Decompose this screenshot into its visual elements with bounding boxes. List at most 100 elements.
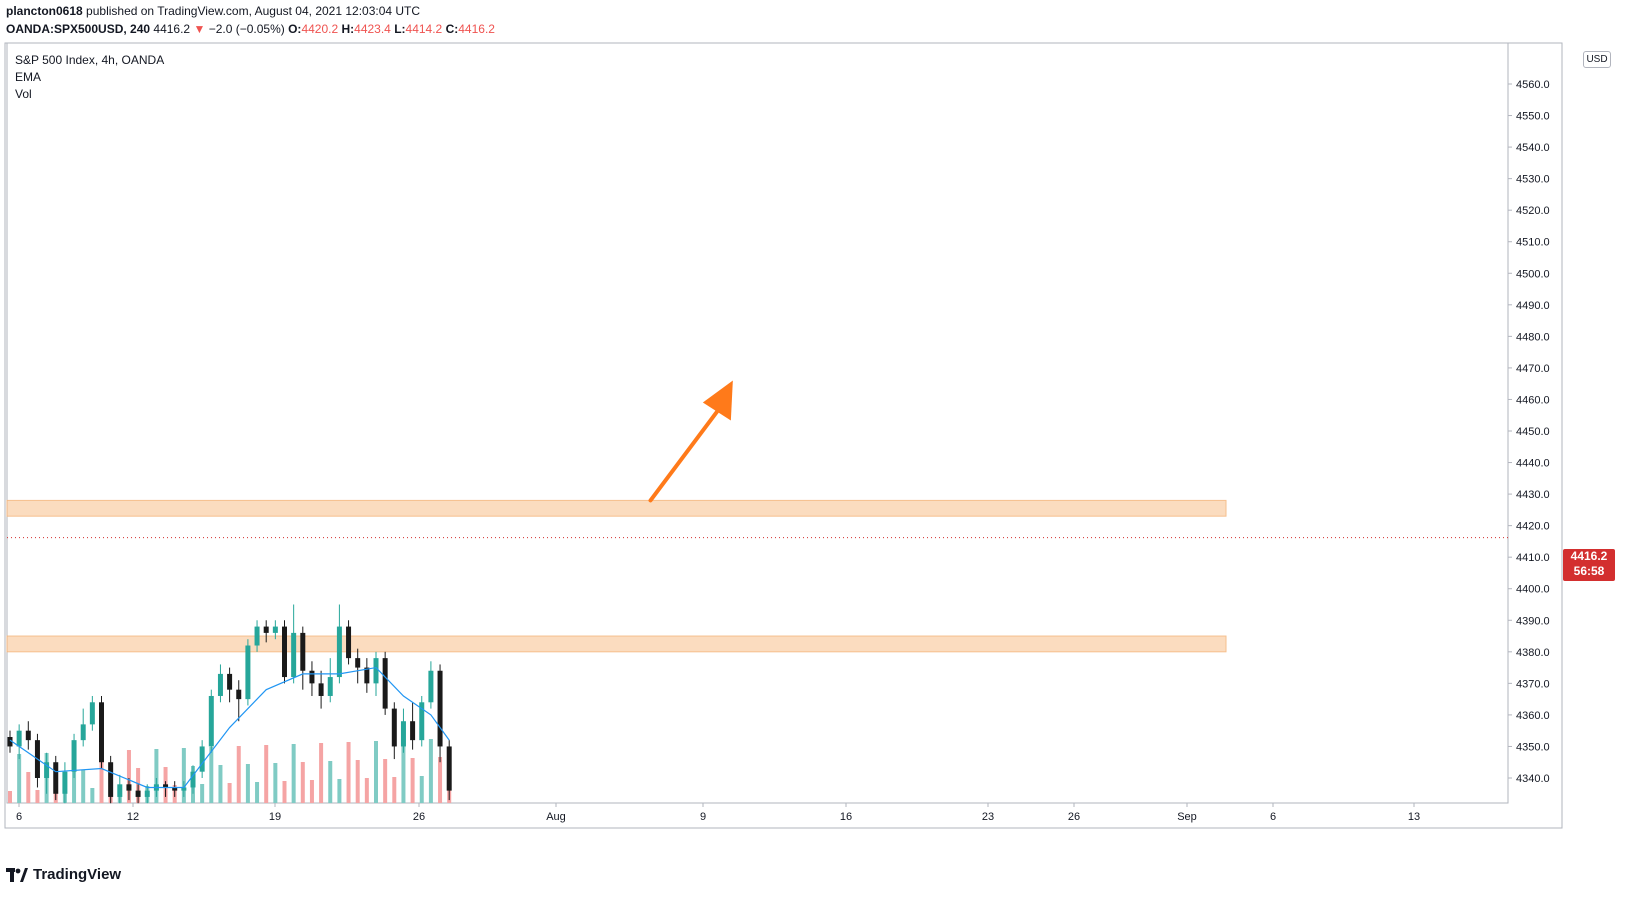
ema-line — [9, 666, 450, 789]
volume-bar — [81, 770, 86, 803]
y-tick-label: 4530.0 — [1516, 174, 1550, 186]
volume-bar — [17, 754, 22, 803]
resistance-zone[interactable] — [6, 635, 1227, 653]
candle-body — [446, 746, 452, 791]
candle-body — [346, 626, 352, 659]
price-change: −2.0 (−0.05%) — [208, 22, 285, 36]
candle-body — [263, 626, 269, 633]
current-price-label: 4416.2 — [1570, 549, 1608, 563]
candle-body — [217, 673, 223, 696]
volume-bar — [309, 780, 314, 803]
x-tick-label: 9 — [700, 811, 706, 823]
x-tick-label: 6 — [16, 811, 22, 823]
volume-bar — [245, 764, 250, 803]
volume-bar — [346, 742, 351, 803]
candle-body — [172, 787, 178, 791]
y-tick-label: 4560.0 — [1516, 79, 1550, 91]
vol-legend[interactable]: Vol — [15, 87, 32, 101]
y-tick-label: 4410.0 — [1516, 552, 1550, 564]
y-tick-label: 4340.0 — [1516, 773, 1550, 785]
candle-body — [126, 784, 132, 791]
y-tick-label: 4380.0 — [1516, 647, 1550, 659]
candle-body — [190, 771, 196, 788]
projection-arrow-shaft — [648, 404, 723, 503]
plot-frame — [6, 42, 1509, 804]
x-tick-label: Sep — [1177, 811, 1197, 823]
last-price: 4416.2 — [153, 22, 191, 36]
y-tick-label: 4490.0 — [1516, 300, 1550, 312]
y-tick-label: 4510.0 — [1516, 237, 1550, 249]
x-tick-label: 16 — [840, 811, 852, 823]
currency-button[interactable]: USD — [1583, 51, 1611, 68]
candle-body — [16, 730, 22, 747]
volume-bar — [401, 740, 406, 803]
candle-body — [199, 746, 205, 772]
volume-bar — [35, 790, 40, 803]
high-value: 4423.4 — [354, 22, 391, 36]
published-text: published on TradingView.com, August 04,… — [86, 4, 421, 18]
volume-bar — [209, 747, 214, 803]
candle-body — [71, 740, 77, 772]
candle-body — [62, 771, 68, 794]
volume-bar — [319, 743, 324, 803]
volume-bar — [236, 746, 241, 803]
brand-name: TradingView — [33, 866, 122, 883]
candle-body — [245, 645, 251, 700]
ema-legend[interactable]: EMA — [15, 70, 42, 84]
candle-body — [80, 724, 86, 741]
resistance-zone[interactable] — [6, 499, 1227, 517]
current-price-badge: 4416.2 56:58 — [1563, 549, 1615, 581]
candle-body — [300, 632, 306, 671]
volume-bar — [227, 783, 232, 803]
volume-bar — [8, 791, 12, 803]
volume-bar — [364, 778, 369, 803]
candle-body — [382, 658, 388, 709]
candle-body — [135, 790, 141, 797]
candle-body — [144, 790, 150, 797]
author-name[interactable]: plancton0618 — [6, 4, 83, 18]
y-tick-label: 4430.0 — [1516, 489, 1550, 501]
y-tick-label: 4360.0 — [1516, 710, 1550, 722]
candle-body — [117, 784, 123, 797]
x-tick-label: 19 — [269, 811, 281, 823]
candle-body — [99, 702, 104, 763]
candle-body — [236, 689, 242, 700]
tradingview-logo-icon — [6, 867, 28, 882]
high-label: H: — [341, 22, 355, 36]
candle-body — [254, 626, 260, 646]
x-tick-label: 6 — [1270, 811, 1276, 823]
candle-body — [437, 670, 443, 747]
down-arrow-icon: ▼ — [193, 22, 206, 36]
volume-bar — [26, 772, 31, 803]
candle-body — [355, 658, 361, 668]
candle-body — [44, 762, 50, 778]
publish-line: plancton0618 published on TradingView.co… — [6, 4, 420, 19]
candle-body — [410, 721, 416, 741]
y-tick-label: 4520.0 — [1516, 205, 1550, 217]
volume-bar — [218, 765, 223, 803]
volume-bar — [328, 761, 333, 803]
open-label: O: — [288, 22, 302, 36]
y-tick-label: 4400.0 — [1516, 584, 1550, 596]
volume-bar — [410, 758, 415, 803]
close-value: 4416.2 — [458, 22, 495, 36]
y-tick-label: 4370.0 — [1516, 678, 1550, 690]
candle-body — [108, 762, 114, 797]
volume-bar — [200, 784, 205, 803]
candle-body — [318, 683, 324, 696]
candle-body — [89, 702, 95, 725]
y-tick-label: 4450.0 — [1516, 426, 1550, 438]
y-tick-label: 4420.0 — [1516, 521, 1550, 533]
y-tick-label: 4500.0 — [1516, 268, 1550, 280]
chart-title: S&P 500 Index, 4h, OANDA — [15, 53, 165, 67]
x-tick-label: Aug — [546, 811, 566, 823]
y-tick-label: 4460.0 — [1516, 394, 1550, 406]
volume-bar — [126, 750, 131, 803]
y-tick-label: 4470.0 — [1516, 363, 1550, 375]
tradingview-logo[interactable]: TradingView — [6, 866, 121, 883]
y-tick-label: 4440.0 — [1516, 458, 1550, 470]
candle-body — [25, 730, 31, 741]
candle-body — [272, 626, 278, 633]
volume-bar — [355, 760, 360, 803]
